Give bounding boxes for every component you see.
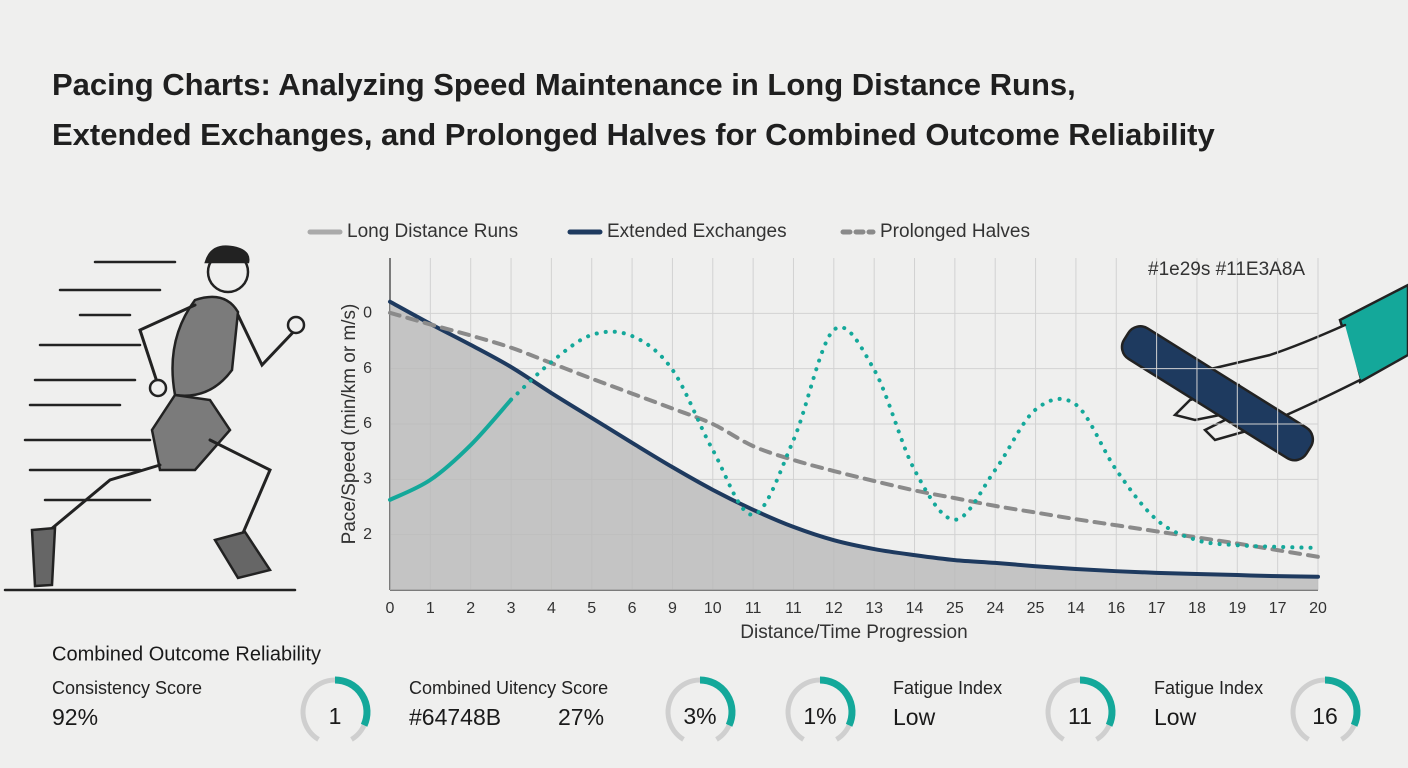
x-tick-label: 9 [668, 600, 677, 617]
title-line: Pacing Charts: Analyzing Speed Maintenan… [52, 67, 1076, 102]
x-tick-label: 17 [1269, 600, 1287, 617]
x-tick-label: 25 [1027, 600, 1045, 617]
metric-label: Fatigue Index [893, 678, 1002, 698]
metric-label: Consistency Score [52, 678, 202, 698]
gauge-label: 1 [329, 703, 342, 729]
y-tick-label: 0 [363, 305, 372, 322]
metric-label: Fatigue Index [1154, 678, 1263, 698]
gauge-arc [334, 676, 371, 727]
gauge-label: 16 [1312, 703, 1338, 729]
x-tick-label: 18 [1188, 600, 1206, 617]
title-line: Extended Exchanges, and Prolonged Halves… [52, 117, 1216, 152]
gauge-arc [1324, 676, 1361, 727]
y-axis-label: Pace/Speed (min/km or m/s) [339, 304, 360, 545]
x-axis-label: Distance/Time Progression [740, 622, 967, 643]
metric-value: Low [1154, 704, 1197, 730]
gauge-arc [819, 676, 856, 727]
x-tick-label: 11 [745, 600, 762, 617]
metric-value: Low [893, 704, 936, 730]
metric-value: 27% [558, 704, 604, 730]
gauge-arc [1079, 676, 1116, 727]
y-tick-label: 6 [363, 360, 372, 377]
x-tick-label: 3 [507, 600, 516, 617]
metric-value: 92% [52, 704, 98, 730]
gauge-label: 3% [683, 703, 716, 729]
series-line [388, 299, 1320, 579]
series-line [388, 397, 514, 502]
x-tick-label: 12 [825, 600, 843, 617]
baton-illustration [1120, 283, 1408, 462]
x-tick-label: 1 [426, 600, 435, 617]
series-line [388, 310, 1320, 559]
annotation: #1e29s #11E3A8A [1148, 259, 1305, 280]
x-tick-label: 13 [865, 600, 883, 617]
x-tick-label: 25 [946, 600, 964, 617]
x-tick-label: 10 [704, 600, 722, 617]
x-tick-label: 4 [547, 600, 556, 617]
legend-label: Extended Exchanges [607, 221, 787, 242]
legend-label: Long Distance Runs [347, 221, 518, 242]
gauge-label: 11 [1068, 703, 1092, 729]
x-tick-label: 11 [785, 600, 802, 617]
gauge-label: 1% [803, 703, 836, 729]
y-tick-label: 3 [363, 471, 372, 488]
y-tick-label: 2 [363, 526, 372, 543]
x-tick-label: 19 [1228, 600, 1246, 617]
x-tick-label: 0 [386, 600, 395, 617]
x-tick-label: 14 [906, 600, 924, 617]
x-tick-label: 2 [466, 600, 475, 617]
x-tick-label: 14 [1067, 600, 1085, 617]
x-tick-label: 20 [1309, 600, 1327, 617]
x-tick-label: 17 [1148, 600, 1166, 617]
y-tick-label: 6 [363, 415, 372, 432]
x-tick-label: 5 [587, 600, 596, 617]
runner-illustration [3, 245, 306, 592]
legend-label: Prolonged Halves [880, 221, 1030, 242]
metric-value: #64748B [409, 704, 501, 730]
x-tick-label: 16 [1107, 600, 1125, 617]
series-area [390, 301, 1318, 590]
x-tick-label: 24 [986, 600, 1004, 617]
metrics-title: Combined Outcome Reliability [52, 643, 321, 665]
gauge-arc [699, 676, 736, 727]
x-tick-label: 6 [628, 600, 637, 617]
metric-label: Combined Uitency Score [409, 678, 608, 698]
